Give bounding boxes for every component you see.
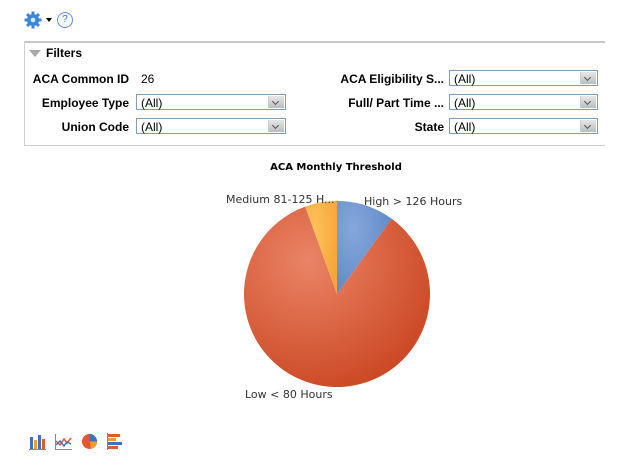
chevron-down-icon[interactable] bbox=[268, 120, 284, 132]
filters-panel: Filters ACA Common ID 26 Employee Type (… bbox=[24, 41, 605, 146]
toolbar: ? bbox=[24, 10, 73, 30]
horizontal-bar-chart-icon[interactable] bbox=[107, 433, 124, 450]
aca-eligibility-label: ACA Eligibility S... bbox=[340, 72, 444, 86]
employee-type-label: Employee Type bbox=[41, 96, 129, 110]
chevron-down-icon[interactable] bbox=[580, 120, 596, 132]
pie-slice-high[interactable] bbox=[337, 201, 392, 294]
chart-type-switcher bbox=[29, 433, 124, 450]
pie-label-low: Low < 80 Hours bbox=[245, 388, 333, 401]
full-part-time-label: Full/ Part Time ... bbox=[348, 96, 444, 110]
aca-common-id-label: ACA Common ID bbox=[32, 72, 129, 86]
gear-icon[interactable] bbox=[24, 11, 42, 29]
union-code-select[interactable]: (All) bbox=[136, 118, 286, 134]
state-select[interactable]: (All) bbox=[449, 118, 598, 134]
pie-chart-icon[interactable] bbox=[81, 433, 98, 450]
union-code-label: Union Code bbox=[61, 120, 129, 134]
pie-slice-low[interactable] bbox=[243, 206, 430, 388]
chevron-down-icon[interactable] bbox=[580, 72, 596, 84]
pie-slice-medium[interactable] bbox=[305, 201, 337, 294]
chevron-down-icon[interactable] bbox=[580, 96, 596, 108]
help-icon[interactable]: ? bbox=[57, 12, 73, 28]
bar-chart-icon[interactable] bbox=[29, 433, 46, 450]
aca-common-id-value: 26 bbox=[141, 72, 155, 86]
chart-title: ACA Monthly Threshold bbox=[270, 162, 402, 173]
aca-eligibility-select[interactable]: (All) bbox=[449, 70, 598, 86]
full-part-time-select[interactable]: (All) bbox=[449, 94, 598, 110]
line-chart-icon[interactable] bbox=[55, 433, 72, 450]
pie-label-high: High > 126 Hours bbox=[364, 195, 463, 208]
pie-label-medium: Medium 81-125 H... bbox=[226, 193, 335, 206]
filters-title: Filters bbox=[46, 46, 83, 60]
pie-chart bbox=[243, 201, 430, 388]
chevron-down-icon[interactable] bbox=[46, 18, 52, 22]
collapse-triangle-icon[interactable] bbox=[29, 49, 41, 57]
employee-type-select[interactable]: (All) bbox=[136, 94, 286, 110]
chevron-down-icon[interactable] bbox=[268, 96, 284, 108]
filters-toggle[interactable]: Filters bbox=[29, 46, 82, 60]
state-label: State bbox=[414, 120, 444, 134]
